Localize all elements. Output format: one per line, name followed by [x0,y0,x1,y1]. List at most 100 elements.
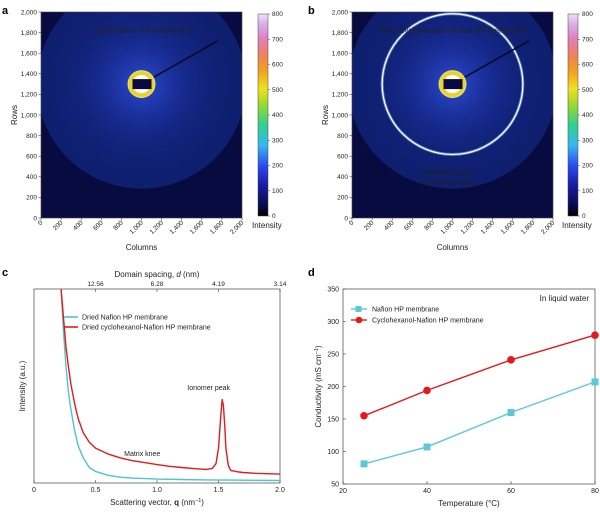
panel-d-y-label-exp: −1 [314,348,320,354]
panel-label-c: c [2,267,8,279]
panel-b-colorbar-label: Intensity [562,221,592,230]
b-x-tick-label: 0 [348,219,356,227]
b-y-tick-label: 2,000 [332,9,349,16]
panel-d-annotation: In liquid water [540,294,590,303]
panel-c-legend: Dried Nafion HP membrane Dried cyclohexan… [64,315,231,458]
panel-c-annotation-1: Ionomer peak [187,385,230,392]
panel-d-conductivity: 20 40 60 80 50 100 150 200 250 300 350 Nafion HP m… [314,286,599,508]
b-x-tick-label: 800 [423,219,436,232]
b-image-content [352,12,553,189]
a-colorbar-tick-label: 200 [272,163,283,170]
panel-d-legend-label: Nafion HP membrane [372,307,439,314]
a-beamstop [132,79,152,90]
b-y-tick-label: 600 [337,154,348,161]
panel-d-y-tick-label: 350 [327,286,339,293]
panel-d-series [360,331,599,468]
panel-b-y-label: Rows [321,105,330,125]
a-x-tick-label: 1,400 [169,219,186,236]
a-y-tick-label: 400 [26,174,37,181]
panel-c-x-label-text: Scattering vector, [110,498,174,507]
panel-b-x-ticks: 0 200 400 600 800 1,000 1,200 1,400 1,600 1,800 2,… [348,218,557,236]
b-y-tick-label: 1,000 [332,112,349,119]
a-colorbar-tick-label: 500 [272,87,283,94]
panel-c-saxs-profile: 0 0.5 1.0 1.5 2.0 12.56 6.28 4.19 3.14 Dried Naf… [18,270,287,507]
panel-d-x-tick-label: 80 [591,488,599,495]
panel-c-x-label: Scattering vector, q (nm−1) [110,498,204,507]
b-x-tick-label: 1,800 [520,219,537,236]
panel-c-x-label-symbol: q [174,498,179,507]
b-colorbar-tick-label: 800 [582,11,593,18]
panel-d-marker-square [591,378,599,386]
panel-a-x-ticks: 0 200 400 600 800 1,000 1,200 1,400 1,600 1,800 2,… [37,218,246,236]
panel-c-legend-label: Dried cyclohexanol-Nafion HP membrane [82,325,211,332]
panel-c-series-line-0 [60,289,280,482]
panel-d-y-tick-label: 150 [327,416,339,423]
panel-c-series-line-1 [60,289,280,475]
b-colorbar-tick-label: 400 [582,112,593,119]
a-colorbar-tick-label: 800 [272,11,283,18]
panel-d-y-label-close: ) [314,345,323,348]
panel-c-top-tick-label: 12.56 [87,281,104,288]
a-x-tick-label: 1,800 [209,219,226,236]
b-beamstop-arm [452,40,530,85]
panel-d-y-label-text: Conductivity (mS cm [314,354,323,428]
a-beamstop-arm [141,40,219,85]
b-x-tick-label: 1,600 [500,219,517,236]
a-y-tick-label: 1,800 [21,30,38,37]
a-y-tick-label: 1,400 [21,71,38,78]
b-y-tick-label: 1,800 [332,30,349,37]
b-y-tick-label: 1,200 [332,92,349,99]
panel-c-top-label-symbol: d [176,270,181,279]
panel-d-y-tick-label: 50 [331,481,339,488]
panel-d-legend-marker [355,306,362,312]
a-x-tick-label: 1,000 [128,219,145,236]
panel-d-x-label: Temperature (°C) [438,499,500,508]
panel-b-title: Dried cyclohexanol-Nafion HP membrane [379,26,527,35]
b-beamstop [443,79,463,90]
panel-d-x-tick-label: 20 [339,488,347,495]
a-y-tick-label: 0 [33,215,37,222]
b-x-tick-label: 400 [383,219,396,232]
panel-a-x-label: Columns [126,243,158,252]
b-y-tick-label: 400 [337,174,348,181]
panel-d-x-tick-label: 60 [507,488,515,495]
panel-d-marker-circle [507,356,515,364]
panel-d-y-tick-label: 300 [327,319,339,326]
panel-d-legend-label: Cyclohexanol-Nafion HP membrane [372,318,484,325]
b-colorbar-tick-label: 0 [582,213,586,220]
a-colorbar-tick-label: 300 [272,137,283,144]
panel-c-series [60,289,280,482]
a-colorbar-tick-label: 400 [272,112,283,119]
panel-b-colorbar: 0 100 200 300 400 500 600 700 800 [567,11,593,220]
panel-b-x-label: Columns [437,243,469,252]
panel-label-d: d [308,267,315,279]
panel-d-marker-circle [423,386,431,395]
panel-d-marker-square [423,443,431,451]
a-colorbar-gradient [257,13,269,217]
panel-label-b: b [308,5,315,17]
a-x-tick-label: 400 [72,219,85,232]
a-x-tick-label: 1,200 [149,219,166,236]
a-image-content [41,12,242,189]
panel-d-series-line-1 [363,334,596,417]
b-y-tick-label: 800 [337,133,348,140]
a-beam-ring [129,71,154,97]
panel-a-colorbar: 0 100 200 300 400 500 600 700 800 [257,11,283,220]
panel-c-top-tick-label: 4.19 [212,281,225,288]
b-x-tick-label: 1,400 [480,219,497,236]
panel-c-top-tick-label: 3.14 [274,281,287,288]
b-colorbar-tick-label: 100 [582,188,593,195]
panel-c-x-label-unit: (nm [179,498,195,507]
a-y-tick-label: 2,000 [21,9,38,16]
a-y-tick-label: 1,600 [21,51,38,58]
b-y-tick-label: 200 [337,195,348,202]
panel-c-y-label: Intensity (a.u.) [18,360,27,411]
a-y-tick-label: 800 [26,133,37,140]
panel-b-detector-image: Dried cyclohexanol-Nafion HP membrane Sc… [321,9,593,252]
b-beam-ring [440,71,465,97]
panel-b-ring-annotation-line1: Scattering ring [421,168,473,177]
panel-d-x-tick-label: 40 [423,488,431,495]
b-colorbar-gradient [567,13,579,217]
panel-c-top-label-text: Domain spacing, [115,270,177,279]
